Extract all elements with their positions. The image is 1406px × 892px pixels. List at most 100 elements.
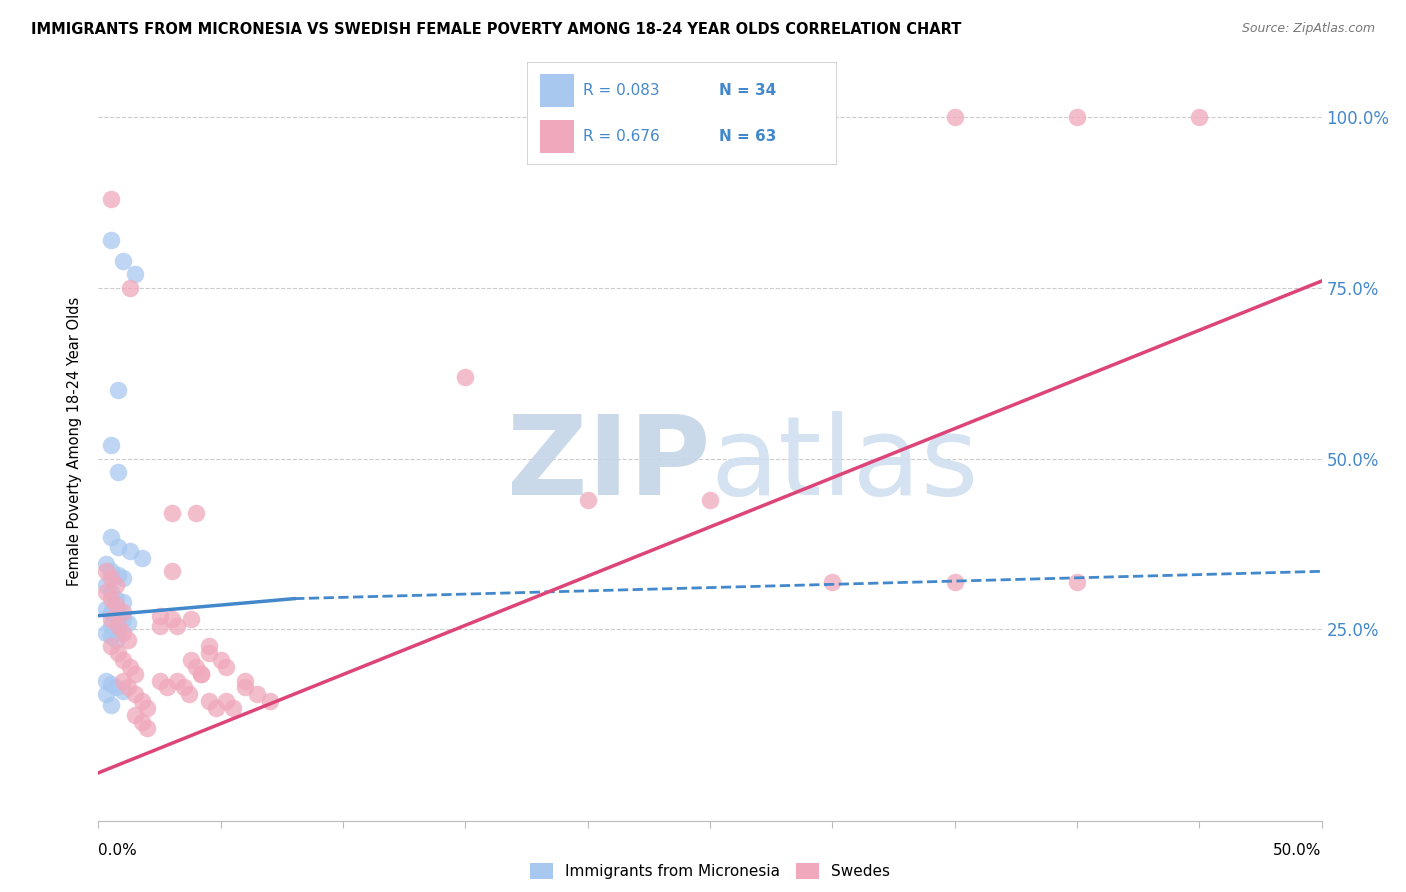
Point <box>100 629 122 643</box>
Point <box>943 110 966 124</box>
FancyBboxPatch shape <box>540 120 574 153</box>
Point <box>214 694 236 708</box>
Point <box>120 281 142 295</box>
Point <box>131 714 153 729</box>
Point <box>156 681 179 695</box>
Point <box>117 632 139 647</box>
Point <box>94 564 117 578</box>
Point <box>94 584 117 599</box>
Point <box>107 619 129 633</box>
Text: R = 0.083: R = 0.083 <box>583 83 659 97</box>
Point <box>94 602 117 616</box>
Point <box>104 591 127 606</box>
Point <box>107 384 129 398</box>
Point <box>190 666 212 681</box>
Text: atlas: atlas <box>710 411 979 517</box>
Point <box>222 701 245 715</box>
Point <box>100 640 122 654</box>
Point <box>136 722 159 736</box>
Point <box>104 599 127 613</box>
Point <box>111 595 134 609</box>
Point <box>107 646 129 660</box>
Text: N = 63: N = 63 <box>718 128 776 144</box>
FancyBboxPatch shape <box>540 74 574 106</box>
Point <box>214 660 236 674</box>
Point <box>94 687 117 701</box>
Point <box>124 707 146 722</box>
Point <box>180 653 202 667</box>
Point <box>100 192 122 206</box>
Point <box>100 530 122 544</box>
Text: Source: ZipAtlas.com: Source: ZipAtlas.com <box>1241 22 1375 36</box>
Legend: Immigrants from Micronesia, Swedes: Immigrants from Micronesia, Swedes <box>524 857 896 885</box>
Point <box>100 612 122 626</box>
Text: N = 34: N = 34 <box>718 83 776 97</box>
Point <box>166 673 188 688</box>
Point <box>576 492 599 507</box>
Point <box>197 694 219 708</box>
Point <box>197 640 219 654</box>
Point <box>104 608 127 623</box>
Point <box>246 687 269 701</box>
Point <box>104 681 127 695</box>
Point <box>124 267 146 281</box>
Text: 50.0%: 50.0% <box>1274 843 1322 858</box>
Point <box>94 558 117 572</box>
Point <box>197 646 219 660</box>
Point <box>124 666 146 681</box>
Point <box>111 673 134 688</box>
Point <box>100 564 122 578</box>
Point <box>943 574 966 589</box>
Point <box>136 701 159 715</box>
Point <box>107 623 129 637</box>
Point <box>160 506 183 520</box>
Point <box>100 591 122 606</box>
Point <box>107 541 129 555</box>
Text: ZIP: ZIP <box>506 411 710 517</box>
Point <box>124 687 146 701</box>
Point <box>100 605 122 619</box>
Point <box>177 687 200 701</box>
Point <box>100 584 122 599</box>
Point <box>160 564 183 578</box>
Point <box>111 571 134 585</box>
Point <box>699 492 721 507</box>
Point <box>186 506 208 520</box>
Point <box>111 605 134 619</box>
Point <box>233 681 256 695</box>
Point <box>821 574 844 589</box>
Point <box>131 550 153 565</box>
Point <box>1066 574 1088 589</box>
Point <box>104 632 127 647</box>
Point <box>180 612 202 626</box>
Text: R = 0.676: R = 0.676 <box>583 128 659 144</box>
Text: 0.0%: 0.0% <box>98 843 138 858</box>
Point <box>111 253 134 268</box>
Point <box>104 578 127 592</box>
Point <box>117 681 139 695</box>
Point <box>190 666 212 681</box>
Y-axis label: Female Poverty Among 18-24 Year Olds: Female Poverty Among 18-24 Year Olds <box>67 297 83 586</box>
Point <box>160 612 183 626</box>
Text: IMMIGRANTS FROM MICRONESIA VS SWEDISH FEMALE POVERTY AMONG 18-24 YEAR OLDS CORRE: IMMIGRANTS FROM MICRONESIA VS SWEDISH FE… <box>31 22 962 37</box>
Point <box>209 653 232 667</box>
Point <box>94 673 117 688</box>
Point <box>111 625 134 640</box>
Point <box>186 660 208 674</box>
Point <box>173 681 195 695</box>
Point <box>259 694 281 708</box>
Point <box>100 571 122 585</box>
Point <box>100 438 122 452</box>
Point <box>111 612 134 626</box>
Point <box>1188 110 1211 124</box>
FancyBboxPatch shape <box>527 62 837 165</box>
Point <box>1066 110 1088 124</box>
Point <box>149 608 172 623</box>
Point <box>111 653 134 667</box>
Point <box>120 660 142 674</box>
Point <box>149 619 172 633</box>
Point <box>205 701 228 715</box>
Point <box>111 684 134 698</box>
Point <box>100 233 122 247</box>
Point <box>100 698 122 712</box>
